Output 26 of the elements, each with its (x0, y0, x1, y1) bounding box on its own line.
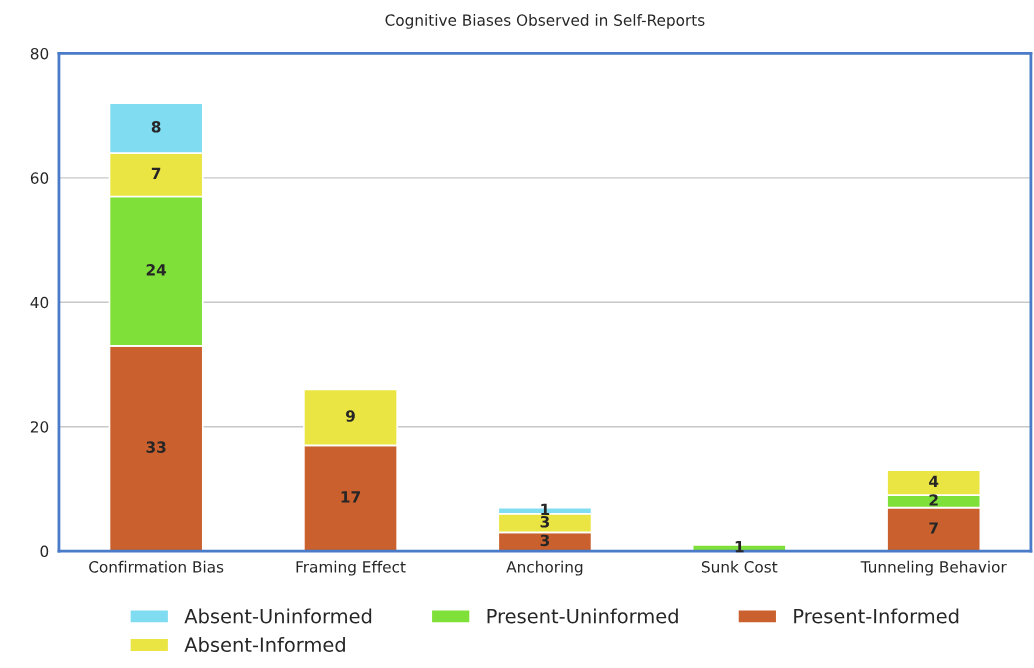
legend-label: Present-Uninformed (487, 608, 678, 624)
legend-label: Present-Informed (794, 608, 959, 624)
legend-label: Absent-Uninformed (184, 608, 372, 624)
data-label: 3 (540, 534, 550, 547)
legend-label: Absent-Informed (184, 636, 345, 652)
data-label: 17 (341, 491, 360, 503)
data-label: 33 (146, 441, 166, 453)
data-label: 7 (929, 522, 938, 534)
y-tick-label: 0 (40, 545, 49, 558)
x-tick-label: Sunk Cost (701, 560, 778, 573)
x-tick-label: Confirmation Bias (89, 560, 224, 573)
y-tick-label: 20 (30, 421, 49, 433)
y-tick-label: 40 (30, 296, 49, 309)
data-label: 7 (151, 167, 161, 179)
x-tick-label: Tunneling Behavior (860, 560, 1007, 576)
data-label: 8 (151, 120, 161, 133)
chart-title: Cognitive Biases Observed in Self-Reports (385, 14, 705, 29)
data-label: 4 (929, 475, 939, 487)
x-tick-label: Framing Effect (296, 560, 406, 576)
data-label: 2 (929, 494, 938, 506)
data-label: 24 (146, 264, 167, 276)
y-tick-label: 80 (30, 47, 49, 60)
x-tick-label: Anchoring (506, 560, 583, 576)
data-label: 9 (346, 410, 355, 422)
data-label: 3 (540, 515, 550, 528)
y-tick-label: 60 (30, 172, 49, 184)
